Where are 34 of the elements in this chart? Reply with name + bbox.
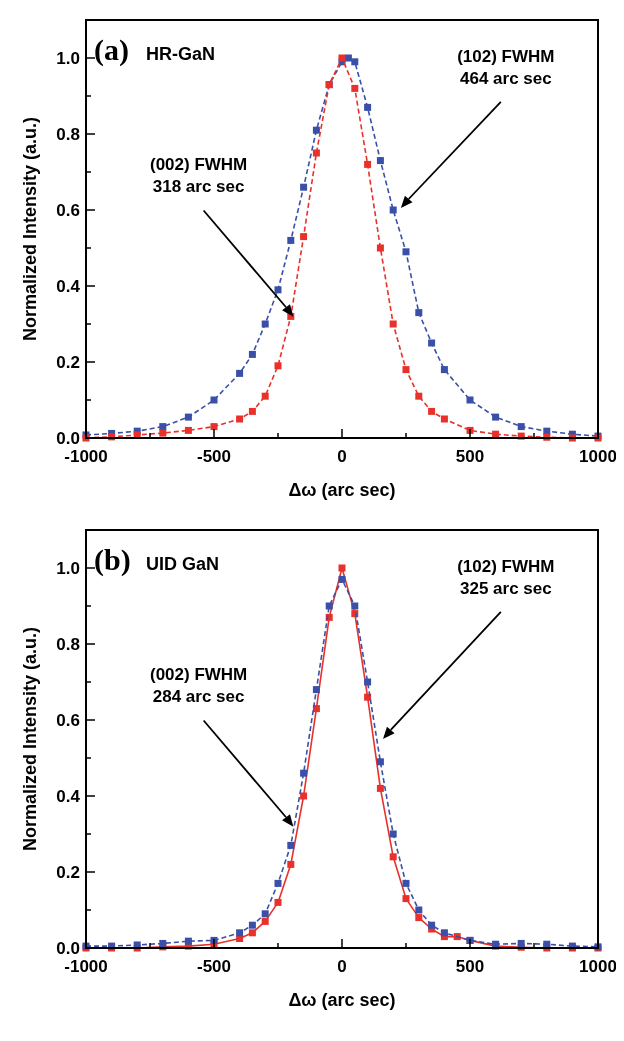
annotation: HR-GaN xyxy=(146,44,216,64)
x-tick-label: -500 xyxy=(196,957,232,976)
y-tick-label: 0.6 xyxy=(56,200,80,220)
x-tick-label: 1000 xyxy=(579,447,617,466)
y-tick-label: 0.0 xyxy=(56,428,80,448)
annotation: (102) FWHM 325 arc sec xyxy=(457,556,555,598)
x-tick-label: -1000 xyxy=(64,447,108,466)
x-tick-label: 0 xyxy=(337,957,347,976)
x-axis-title: Δω (arc sec) xyxy=(288,480,396,500)
x-tick-label: 0 xyxy=(337,447,347,466)
y-tick-label: 0.4 xyxy=(56,786,81,806)
y-tick-label: 0.8 xyxy=(56,634,80,654)
x-tick-label: -500 xyxy=(196,447,232,466)
y-tick-label: 0.0 xyxy=(56,938,80,958)
annotation: (102) FWHM 464 arc sec xyxy=(457,46,555,88)
annotation: (a) xyxy=(94,33,129,67)
x-tick-label: -1000 xyxy=(64,957,108,976)
y-tick-label: 0.4 xyxy=(56,276,81,296)
annotation: (b) xyxy=(94,543,131,577)
x-tick-label: 500 xyxy=(455,957,485,976)
y-tick-label: 1.0 xyxy=(56,558,80,578)
y-tick-label: 0.8 xyxy=(56,124,80,144)
x-axis-title: Δω (arc sec) xyxy=(288,990,396,1010)
y-tick-label: 1.0 xyxy=(56,48,80,68)
y-tick-label: 0.2 xyxy=(56,352,80,372)
y-axis-title: Normalized Intensity (a.u.) xyxy=(20,626,40,852)
y-tick-label: 0.2 xyxy=(56,862,80,882)
x-tick-label: 1000 xyxy=(579,957,617,976)
annotation: (002) FWHM 284 arc sec xyxy=(150,665,248,707)
annotation: (002) FWHM 318 arc sec xyxy=(150,155,248,197)
y-tick-label: 0.6 xyxy=(56,710,80,730)
annotation: UID GaN xyxy=(146,554,220,574)
y-axis-title: Normalized Intensity (a.u.) xyxy=(20,116,40,342)
x-tick-label: 500 xyxy=(455,447,485,466)
